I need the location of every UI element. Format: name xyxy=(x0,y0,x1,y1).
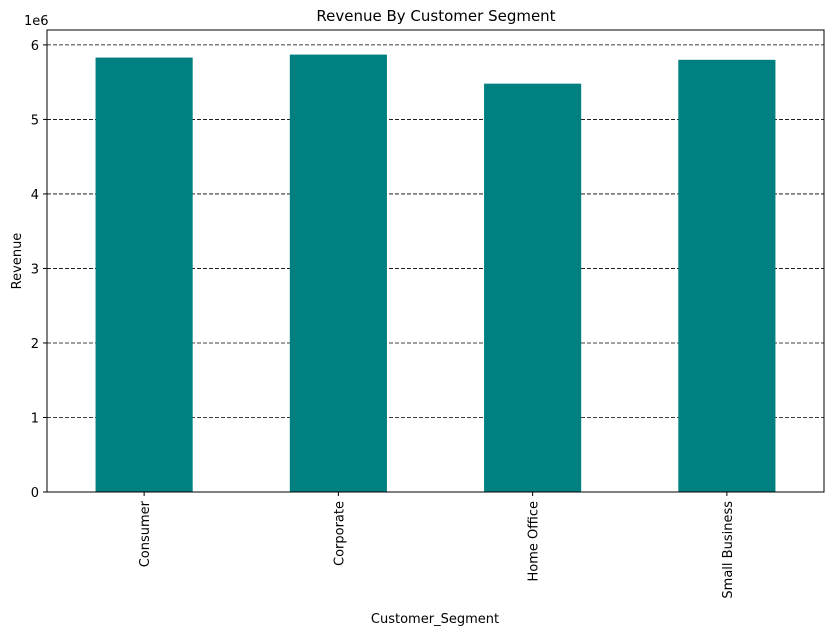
bar-corporate xyxy=(289,54,387,492)
bar-home-office xyxy=(484,83,582,492)
chart-title: Revenue By Customer Segment xyxy=(316,7,555,25)
y-tick-label: 3 xyxy=(31,262,39,277)
plot-frame xyxy=(46,29,825,493)
y-tick-label: 2 xyxy=(31,337,39,352)
y-tick-label: 0 xyxy=(31,486,39,501)
y-axis-ticks: 0 1 2 3 4 5 6 xyxy=(31,39,47,501)
y-tick-label: 5 xyxy=(31,113,39,128)
y-offset-label: 1e6 xyxy=(24,14,49,29)
y-tick-label: 6 xyxy=(31,39,39,54)
x-axis-title: Customer_Segment xyxy=(371,612,499,627)
x-tick-label: Small Business xyxy=(721,501,736,599)
y-axis-title: Revenue xyxy=(10,233,25,290)
x-tick-label: Consumer xyxy=(138,500,153,567)
x-tick-label: Corporate xyxy=(332,501,347,566)
x-axis-ticks: Consumer Corporate Home Office Small Busine… xyxy=(138,492,736,599)
bar-consumer xyxy=(95,57,193,492)
bars xyxy=(95,54,776,492)
bar-small-business xyxy=(678,59,776,492)
y-tick-label: 4 xyxy=(31,188,39,203)
y-tick-label: 1 xyxy=(31,411,39,426)
x-tick-label: Home Office xyxy=(527,501,542,581)
